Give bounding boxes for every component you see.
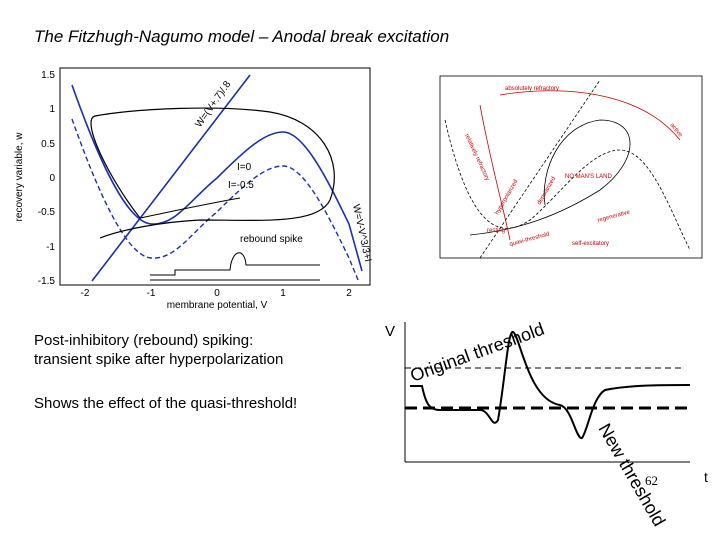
x-tick: 0 (214, 288, 220, 299)
x-tick: -1 (147, 288, 156, 299)
inset-trace (150, 252, 320, 281)
y-tick: -0.5 (38, 207, 56, 218)
threshold-diagram: V t Original threshold New threshold (385, 319, 708, 530)
annotation: rebound spike (240, 234, 303, 245)
nullcline (479, 79, 601, 259)
y-tick: 0.5 (41, 139, 55, 150)
left-plot: 1.5 1 0.5 0 -0.5 -1 -1.5 -2 -1 0 1 2 mem… (14, 67, 373, 311)
nullcline-i05 (71, 118, 359, 281)
new-label: New threshold (595, 420, 670, 530)
title: The Fitzhugh-Nagumo model – Anodal break… (34, 27, 449, 46)
x-tick: 1 (280, 288, 286, 299)
region-label: self-excitatory (572, 241, 609, 247)
y-tick: -1 (46, 242, 55, 253)
arrows (479, 90, 681, 241)
nullcline (444, 119, 691, 251)
x-tick: 2 (346, 288, 352, 299)
t-label: t (704, 469, 708, 485)
region-label: absolutely refractory (505, 86, 559, 92)
y-tick: 0 (49, 173, 55, 184)
page-number: 62 (645, 473, 658, 488)
x-label: membrane potential, V (167, 300, 268, 311)
w-nullcline (91, 74, 251, 282)
body-text: Shows the effect of the quasi-threshold! (34, 395, 297, 412)
right-plot: absolutely refractory active relatively … (439, 75, 703, 259)
trajectory (469, 119, 631, 236)
annotation: I=-0.5 (228, 180, 254, 191)
y-tick: 1 (49, 104, 55, 115)
trajectory (139, 197, 241, 219)
region-label: NO MAN'S LAND (565, 174, 612, 180)
body-text: transient spike after hyperpolarization (34, 351, 283, 368)
y-tick: 1.5 (41, 70, 55, 81)
voltage-trace (410, 330, 691, 439)
y-label: recovery variable, w (14, 132, 25, 222)
y-tick: -1.5 (38, 276, 56, 287)
original-label: Original threshold (408, 319, 547, 386)
annotation: I=0 (237, 162, 252, 173)
x-tick: -2 (81, 288, 90, 299)
plot-frame (439, 75, 703, 259)
body-text: Post-inhibitory (rebound) spiking: (34, 332, 253, 349)
trajectory (90, 107, 335, 239)
nullcline-i0 (71, 84, 363, 272)
v-label: V (385, 323, 395, 340)
region-label: resting (487, 228, 505, 234)
